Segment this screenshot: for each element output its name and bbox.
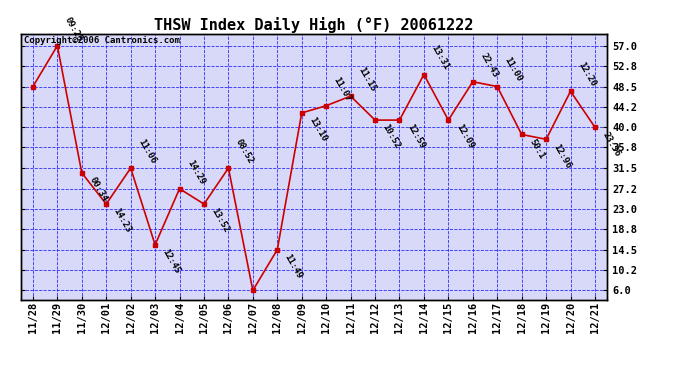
Text: 11:49: 11:49 xyxy=(283,252,304,280)
Text: 12:09: 12:09 xyxy=(454,123,475,151)
Text: 09:25: 09:25 xyxy=(63,15,84,43)
Text: 10:52: 10:52 xyxy=(381,123,402,151)
Text: 13:10: 13:10 xyxy=(307,116,328,144)
Text: 13:52: 13:52 xyxy=(210,207,230,235)
Text: 11:15: 11:15 xyxy=(356,66,377,93)
Text: 12:20: 12:20 xyxy=(576,61,598,88)
Text: 12:59: 12:59 xyxy=(405,123,426,151)
Text: 23:36: 23:36 xyxy=(600,130,622,158)
Text: Copyright©2006 Cantronics.com: Copyright©2006 Cantronics.com xyxy=(23,36,179,45)
Text: 14:23: 14:23 xyxy=(112,207,133,235)
Text: 22:43: 22:43 xyxy=(478,51,500,79)
Text: 14:29: 14:29 xyxy=(185,158,206,186)
Text: 11:07: 11:07 xyxy=(332,75,353,103)
Text: 12:45: 12:45 xyxy=(161,248,182,275)
Title: THSW Index Daily High (°F) 20061222: THSW Index Daily High (°F) 20061222 xyxy=(155,16,473,33)
Text: 08:52: 08:52 xyxy=(234,138,255,165)
Text: 11:00: 11:00 xyxy=(503,56,524,84)
Text: 13:31: 13:31 xyxy=(429,44,451,72)
Text: 12:96: 12:96 xyxy=(552,142,573,170)
Text: 00:34: 00:34 xyxy=(88,176,108,203)
Text: 50:1: 50:1 xyxy=(527,137,546,160)
Text: 11:06: 11:06 xyxy=(136,138,157,165)
